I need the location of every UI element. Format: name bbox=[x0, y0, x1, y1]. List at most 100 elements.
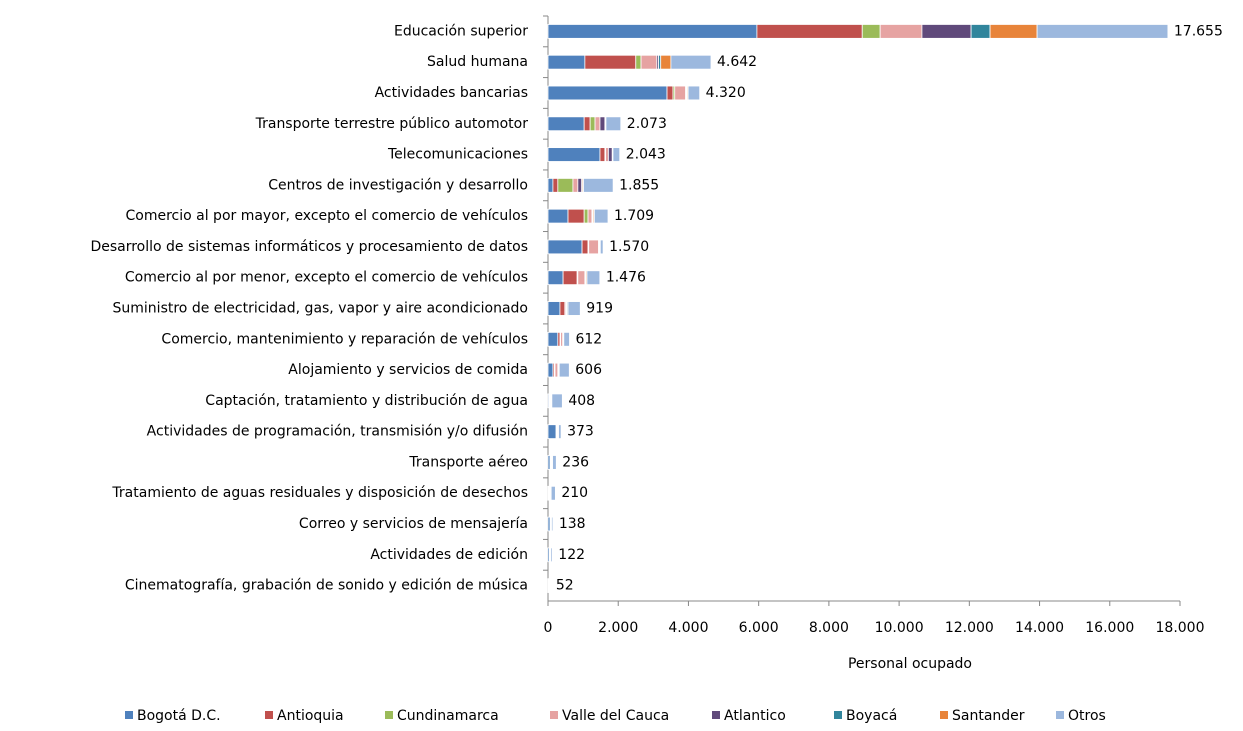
legend-swatch bbox=[265, 711, 273, 719]
bar-segment bbox=[553, 456, 557, 470]
category-label: Comercio al por mayor, excepto el comerc… bbox=[126, 208, 529, 224]
bar-segment bbox=[667, 86, 673, 100]
category-label: Transporte terrestre público automotor bbox=[255, 116, 529, 132]
bar-segment bbox=[757, 24, 862, 38]
category-label: Educación superior bbox=[394, 23, 528, 39]
category-label: Alojamiento y servicios de comida bbox=[288, 362, 528, 378]
bar-segment bbox=[573, 178, 578, 192]
category-label: Tratamiento de aguas residuales y dispos… bbox=[111, 485, 528, 501]
x-tick-label: 6.000 bbox=[739, 620, 779, 636]
bar-segment bbox=[880, 24, 922, 38]
bar-segment bbox=[587, 271, 600, 285]
total-label: 2.043 bbox=[626, 147, 666, 163]
total-label: 919 bbox=[586, 301, 613, 317]
legend-swatch bbox=[1056, 711, 1064, 719]
bar-segment bbox=[606, 148, 609, 162]
category-label: Comercio al por menor, excepto el comerc… bbox=[125, 270, 528, 286]
bar-segment bbox=[675, 86, 686, 100]
bar-segment bbox=[641, 55, 657, 69]
bar-segment bbox=[559, 363, 569, 377]
bar-segment bbox=[548, 148, 600, 162]
legend-label: Bogotá D.C. bbox=[137, 708, 221, 724]
total-label: 4.642 bbox=[717, 54, 757, 70]
legend-swatch bbox=[712, 711, 720, 719]
bar-segment bbox=[636, 55, 641, 69]
bar-segment bbox=[563, 271, 577, 285]
bar-segment bbox=[555, 363, 558, 377]
category-label: Actividades de programación, transmisión… bbox=[147, 424, 528, 440]
bar-segment bbox=[862, 24, 880, 38]
bar-segment bbox=[548, 55, 585, 69]
bar-segment bbox=[548, 363, 553, 377]
bar-segment bbox=[600, 240, 603, 254]
bar-segment bbox=[548, 86, 667, 100]
bar-segment bbox=[578, 271, 585, 285]
bar-segment bbox=[600, 117, 605, 131]
total-label: 1.855 bbox=[619, 177, 659, 193]
category-label: Salud humana bbox=[427, 54, 528, 70]
bar-segment bbox=[548, 178, 553, 192]
x-tick-label: 8.000 bbox=[809, 620, 849, 636]
total-label: 210 bbox=[561, 485, 588, 501]
bar-segment bbox=[583, 178, 613, 192]
category-label: Desarrollo de sistemas informáticos y pr… bbox=[90, 239, 528, 255]
legend-swatch bbox=[834, 711, 842, 719]
bar-segment bbox=[589, 240, 599, 254]
legend-label: Atlantico bbox=[724, 708, 786, 724]
bar-segment bbox=[568, 209, 584, 223]
total-label: 4.320 bbox=[706, 85, 746, 101]
bar-segment bbox=[582, 240, 588, 254]
total-label: 138 bbox=[559, 516, 586, 532]
bar-segment bbox=[548, 302, 560, 316]
x-axis-title: Personal ocupado bbox=[848, 656, 972, 672]
category-label: Captación, tratamiento y distribución de… bbox=[205, 393, 528, 409]
bar-segment bbox=[661, 55, 671, 69]
bar-segment bbox=[552, 394, 562, 408]
bar-segment bbox=[578, 178, 582, 192]
bar-segment bbox=[568, 302, 580, 316]
total-label: 1.570 bbox=[609, 239, 649, 255]
bar-segment bbox=[585, 55, 636, 69]
total-label: 612 bbox=[575, 331, 602, 347]
x-tick-label: 12.000 bbox=[945, 620, 994, 636]
x-tick-label: 4.000 bbox=[668, 620, 708, 636]
bar-segment bbox=[990, 24, 1037, 38]
bar-segment bbox=[590, 117, 595, 131]
total-label: 17.655 bbox=[1174, 23, 1223, 39]
bar-segment bbox=[606, 117, 621, 131]
category-label: Telecomunicaciones bbox=[387, 147, 528, 163]
category-label: Correo y servicios de mensajería bbox=[299, 516, 528, 532]
category-label: Transporte aéreo bbox=[408, 454, 528, 470]
bar-segment bbox=[558, 178, 573, 192]
category-label: Suministro de electricidad, gas, vapor y… bbox=[113, 301, 528, 317]
total-label: 408 bbox=[568, 393, 595, 409]
bar-segment bbox=[559, 425, 562, 439]
bar-segment bbox=[600, 148, 605, 162]
category-label: Actividades de edición bbox=[370, 547, 528, 563]
category-label: Comercio, mantenimiento y reparación de … bbox=[161, 331, 528, 347]
bar-segment bbox=[594, 209, 608, 223]
bar-segment bbox=[608, 148, 612, 162]
category-label: Actividades bancarias bbox=[375, 85, 528, 101]
legend-label: Cundinamarca bbox=[397, 708, 499, 724]
bar-segment bbox=[548, 271, 563, 285]
total-label: 52 bbox=[556, 578, 574, 594]
legend-label: Valle del Cauca bbox=[562, 708, 669, 724]
bar-segment bbox=[584, 209, 588, 223]
bar-segment bbox=[688, 86, 700, 100]
bar-segment bbox=[584, 117, 590, 131]
x-tick-label: 0 bbox=[544, 620, 553, 636]
legend-swatch bbox=[550, 711, 558, 719]
x-tick-label: 14.000 bbox=[1015, 620, 1064, 636]
bar-segment bbox=[671, 55, 711, 69]
bar-segment bbox=[551, 548, 552, 562]
bar-segment bbox=[548, 240, 582, 254]
total-label: 236 bbox=[562, 454, 589, 470]
x-tick-label: 10.000 bbox=[875, 620, 924, 636]
total-label: 373 bbox=[567, 424, 594, 440]
bar-segment bbox=[548, 24, 757, 38]
category-label: Centros de investigación y desarrollo bbox=[268, 177, 528, 193]
bar-segment bbox=[548, 209, 568, 223]
bar-segment bbox=[553, 178, 558, 192]
